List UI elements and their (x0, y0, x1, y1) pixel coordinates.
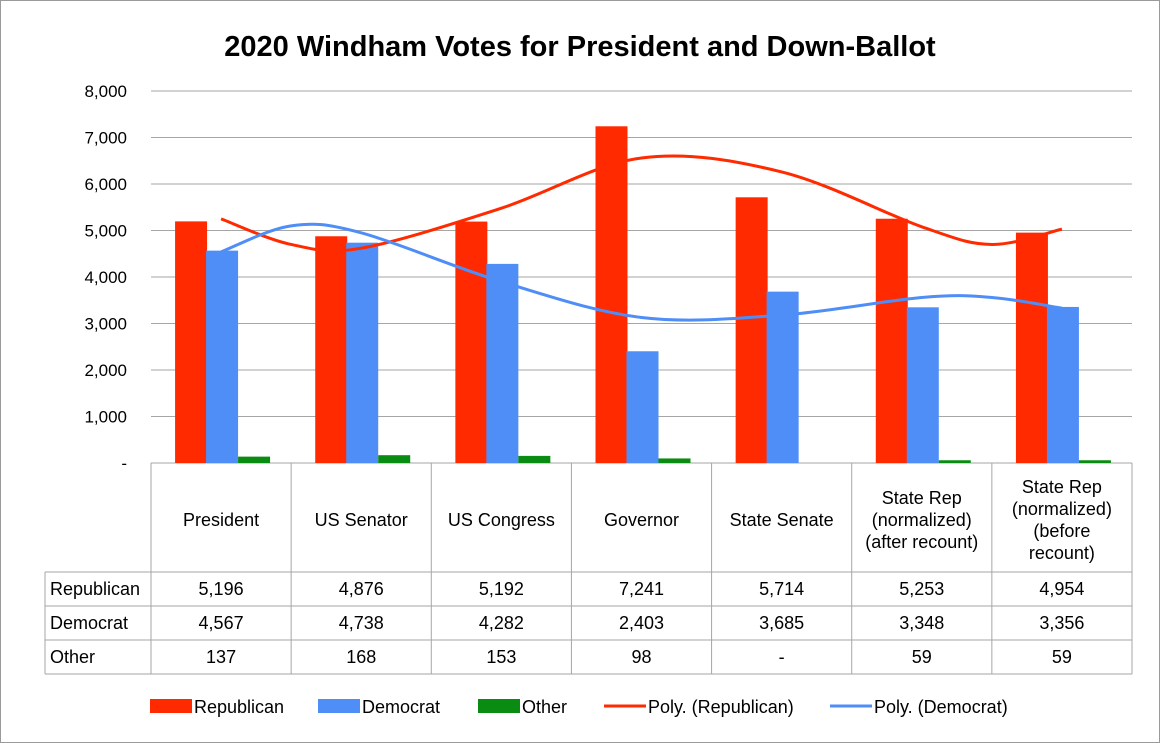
bar-other (1078, 460, 1111, 463)
bar-republican (875, 218, 908, 463)
data-label: 153 (486, 647, 516, 667)
bar-republican (595, 126, 628, 463)
data-label: 5,253 (899, 579, 944, 599)
legend-label: Republican (194, 697, 284, 717)
chart-title: 2020 Windham Votes for President and Dow… (224, 31, 936, 63)
data-table: President US Senator US Congress Governor St… (44, 463, 1133, 675)
data-label: 98 (631, 647, 651, 667)
y-tick-label: 5,000 (84, 222, 127, 241)
data-label: 3,685 (759, 613, 804, 633)
y-axis-ticks: - 1,000 2,000 3,000 4,000 5,000 6,000 7,000 8,00… (84, 82, 127, 473)
bar-republican (455, 221, 488, 463)
y-tick-label: 6,000 (84, 175, 127, 194)
data-label: 5,192 (479, 579, 524, 599)
category-label: US Senator (315, 510, 408, 530)
data-label: - (779, 647, 785, 667)
y-tick-label: 8,000 (84, 82, 127, 101)
data-label: 3,356 (1039, 613, 1084, 633)
legend-swatch (150, 699, 192, 713)
y-tick-label: 7,000 (84, 129, 127, 148)
table-row-label: Republican (50, 579, 140, 599)
category-label: Governor (604, 510, 679, 530)
data-label: 4,282 (479, 613, 524, 633)
category-label: State Rep (normalized) (after recount) (865, 488, 978, 552)
data-label: 4,567 (199, 613, 244, 633)
bar-republican (735, 197, 768, 463)
table-row-label: Other (50, 647, 95, 667)
bar-other (658, 458, 691, 463)
data-label: 59 (912, 647, 932, 667)
bar-republican (1015, 232, 1048, 463)
data-label: 2,403 (619, 613, 664, 633)
legend-swatch (478, 699, 520, 713)
legend: Republican Democrat Other Poly. (Republican… (150, 697, 1008, 717)
y-tick-label: 2,000 (84, 361, 127, 380)
data-label: 7,241 (619, 579, 664, 599)
trendline-democrat (220, 222, 1063, 322)
category-label: State Rep (normalized) (before recount) (1012, 477, 1112, 563)
legend-swatch (318, 699, 360, 713)
legend-label: Other (522, 697, 567, 717)
y-tick-label: 3,000 (84, 315, 127, 334)
table-row-label: Democrat (50, 613, 128, 633)
bar-democrat (346, 242, 379, 463)
bar-other (518, 455, 551, 463)
bar-other (378, 455, 411, 463)
data-label: 5,196 (199, 579, 244, 599)
data-label: 4,876 (339, 579, 384, 599)
bar-democrat (206, 250, 239, 463)
y-tick-label: 4,000 (84, 268, 127, 287)
data-label: 4,738 (339, 613, 384, 633)
data-label: 3,348 (899, 613, 944, 633)
bar-democrat (766, 291, 799, 463)
y-tick-label: - (121, 454, 127, 473)
category-label: US Congress (448, 510, 555, 530)
legend-label: Poly. (Democrat) (874, 697, 1008, 717)
category-label: State Senate (730, 510, 834, 530)
bar-other (238, 456, 271, 463)
data-label: 5,714 (759, 579, 804, 599)
bar-democrat (626, 351, 659, 463)
trendline-republican (220, 154, 1063, 253)
y-tick-label: 1,000 (84, 408, 127, 427)
data-label: 168 (346, 647, 376, 667)
legend-label: Poly. (Republican) (648, 697, 794, 717)
category-label: President (183, 510, 259, 530)
legend-label: Democrat (362, 697, 440, 717)
grid-lines (151, 90, 1132, 464)
bar-republican (315, 236, 348, 463)
data-label: 137 (206, 647, 236, 667)
trendlines (220, 154, 1063, 322)
bar-republican (175, 221, 208, 463)
data-label: 4,954 (1039, 579, 1084, 599)
bar-democrat (906, 307, 939, 463)
bar-democrat (1046, 306, 1079, 463)
data-label: 59 (1052, 647, 1072, 667)
bar-democrat (486, 263, 519, 463)
bar-other (938, 460, 971, 463)
bars (175, 126, 1111, 463)
